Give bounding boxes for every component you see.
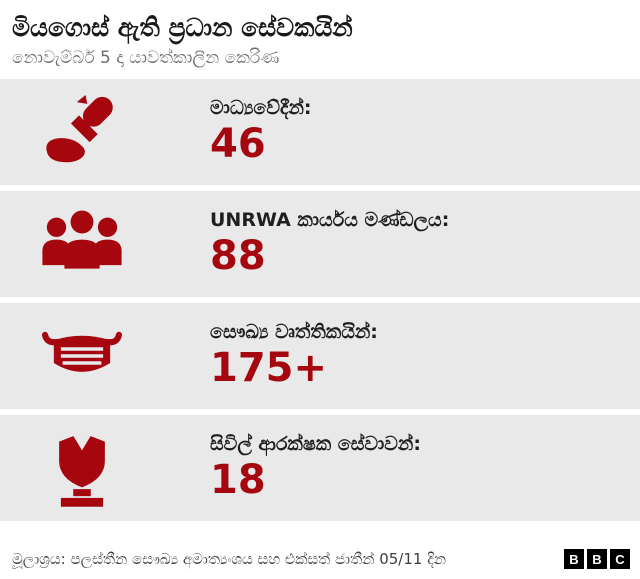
- source-text: මූලාශ්‍රය: පලස්තීන සෞඛ්‍ය අමාත්‍යංශය සහ …: [12, 550, 447, 568]
- stat-label: මාධ්‍යවේදීන්:: [210, 97, 312, 120]
- face-mask-icon: [34, 312, 130, 400]
- stat-text: සෞඛ්‍ය වෘත්තිකයින්: 175+: [210, 321, 378, 390]
- stat-value: 46: [210, 121, 266, 168]
- stat-row-unrwa-staff: UNRWA කාර්යය මණ්ඩලය: 88: [0, 190, 640, 297]
- stat-value: 88: [210, 233, 266, 280]
- stat-value: 18: [210, 457, 266, 504]
- stat-label: UNRWA කාර්යය මණ්ඩලය:: [210, 209, 450, 232]
- stat-row-journalists: මාධ්‍යවේදීන්: 46: [0, 78, 640, 185]
- stat-label: සෞඛ්‍ය වෘත්තිකයින්:: [210, 321, 378, 344]
- stat-label: සිවිල් ආරක්ෂක සේවාවන්:: [210, 433, 421, 456]
- page-title: මියගොස් ඇති ප්‍රධාන සේවකයින්: [12, 13, 353, 42]
- stat-row-health-workers: සෞඛ්‍ය වෘත්තිකයින්: 175+: [0, 302, 640, 409]
- civil-defence-shield-icon: [34, 424, 130, 512]
- bbc-logo-letter: C: [610, 549, 630, 569]
- page-subtitle: නොවැම්බර් 5 දා යාවත්කාලීන කෙරිණ: [12, 48, 280, 69]
- stat-text: සිවිල් ආරක්ෂක සේවාවන්: 18: [210, 433, 421, 502]
- header: මියගොස් ඇති ප්‍රධාන සේවකයින් නොවැම්බර් 5…: [0, 0, 640, 79]
- stat-row-civil-defence: සිවිල් ආරක්ෂක සේවාවන්: 18: [0, 414, 640, 521]
- stat-text: UNRWA කාර්යය මණ්ඩලය: 88: [210, 209, 449, 278]
- bbc-logo: B B C: [564, 549, 630, 569]
- staff-group-icon: [34, 200, 130, 288]
- footer: මූලාශ්‍රය: පලස්තීන සෞඛ්‍ය අමාත්‍යංශය සහ …: [0, 543, 640, 579]
- microphone-icon: [34, 88, 130, 176]
- bbc-logo-letter: B: [587, 549, 607, 569]
- stat-text: මාධ්‍යවේදීන්: 46: [210, 97, 312, 166]
- bbc-logo-letter: B: [564, 549, 584, 569]
- stat-value: 175+: [210, 345, 328, 392]
